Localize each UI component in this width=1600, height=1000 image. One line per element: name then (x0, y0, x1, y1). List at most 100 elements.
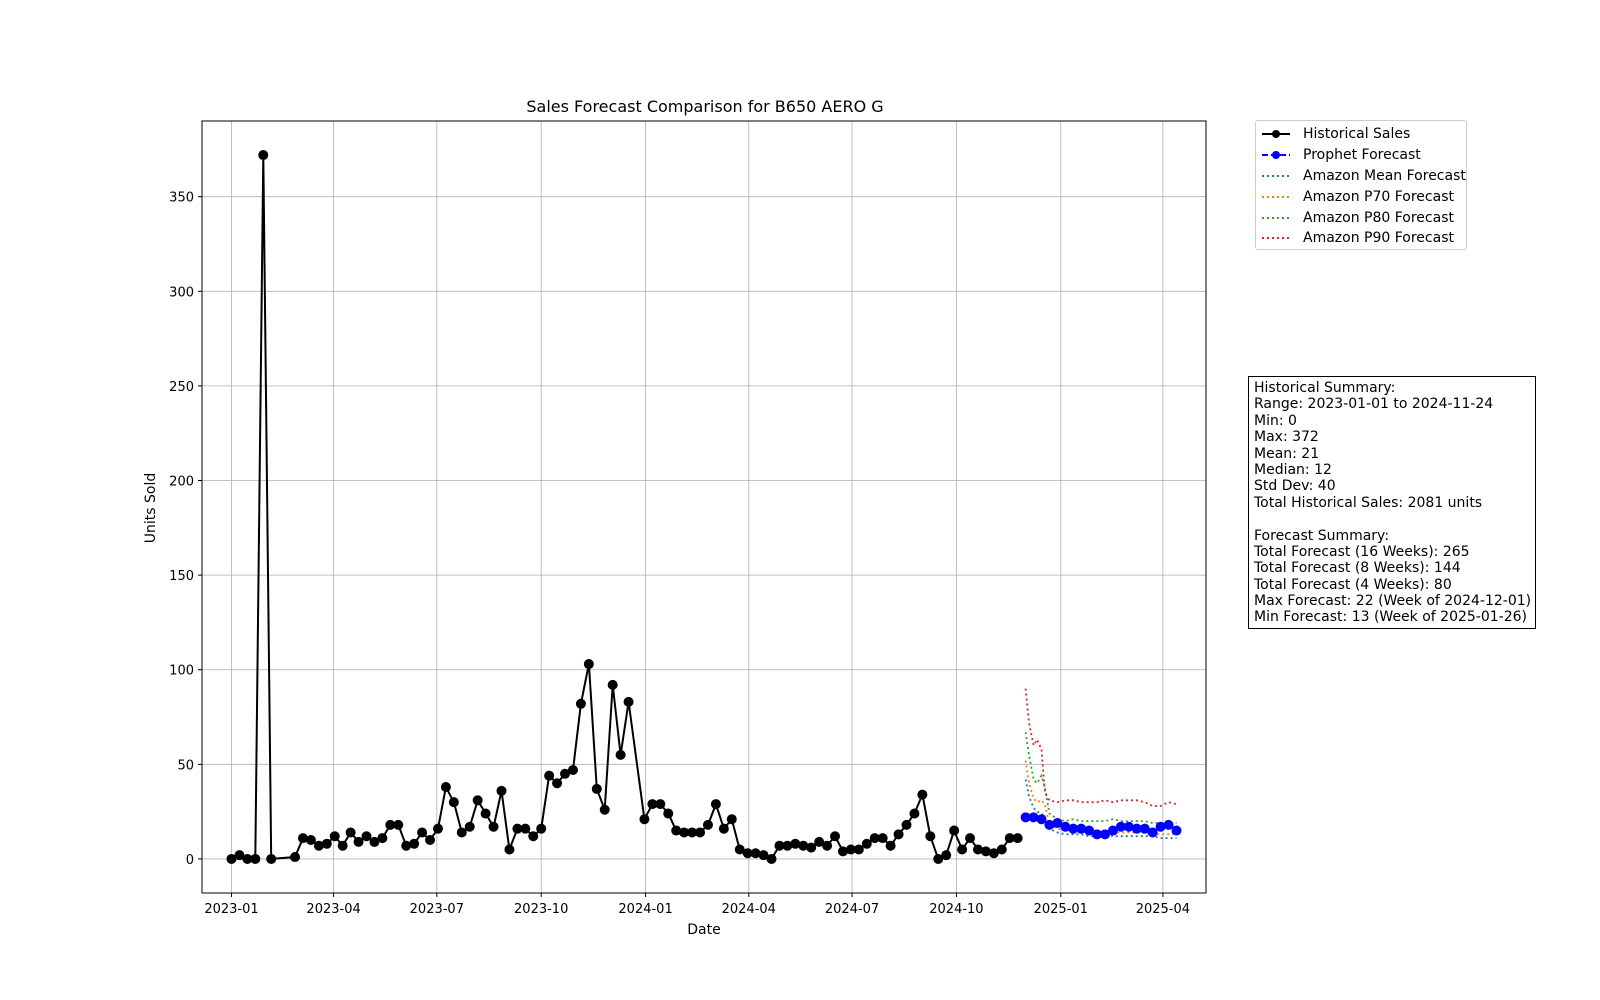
legend-swatch (1262, 130, 1290, 139)
historical-sales-point (432, 823, 443, 834)
historical-sales-point (226, 853, 237, 864)
prophet-forecast-point (1028, 812, 1039, 823)
legend-label: Amazon P90 Forecast (1303, 230, 1454, 247)
prophet-forecast-point (1060, 821, 1071, 832)
historical-sales-point (480, 808, 491, 819)
summary-line: Median: 12 (1254, 461, 1332, 478)
legend-item-amazon-p70: Amazon P70 Forecast (1256, 186, 1466, 207)
amazon-p90-forecast-line (1024, 688, 1177, 807)
prophet-forecast-point (1107, 825, 1118, 836)
historical-sales-point (1004, 833, 1015, 844)
historical-sales-point (456, 827, 467, 838)
historical-sales-point (242, 853, 253, 864)
historical-sales-point (361, 831, 372, 842)
historical-sales-point (861, 838, 872, 849)
grid (202, 121, 1206, 893)
prophet-forecast-point (1092, 829, 1103, 840)
historical-sales-point (853, 844, 864, 855)
historical-sales-point (909, 808, 920, 819)
historical-sales-point (623, 696, 634, 707)
historical-sales-point (933, 853, 944, 864)
historical-sales-point (552, 778, 563, 789)
historical-sales-point (806, 842, 817, 853)
legend-item-amazon-p90: Amazon P90 Forecast (1256, 228, 1466, 249)
historical-sales-point (925, 831, 936, 842)
prophet-forecast-point (1139, 823, 1150, 834)
historical-sales-point (758, 850, 769, 861)
chart-title: Sales Forecast Comparison for B650 AERO … (526, 97, 883, 116)
summary-line: Total Forecast (4 Weeks): 80 (1254, 576, 1452, 593)
historical-sales-point (528, 831, 539, 842)
historical-sales-point (345, 827, 356, 838)
legend: Historical Sales Prophet Forecast Amazon… (1255, 120, 1467, 250)
historical-sales-point (575, 698, 586, 709)
legend-label: Amazon P80 Forecast (1303, 209, 1454, 226)
x-tick-label: 2024-10 (929, 902, 983, 917)
historical-sales-point (496, 785, 507, 796)
historical-sales-point (353, 836, 364, 847)
historical-sales-point (798, 840, 809, 851)
legend-swatch (1262, 237, 1290, 240)
historical-sales-point (639, 814, 650, 825)
historical-sales-point (488, 821, 499, 832)
summary-line: Total Historical Sales: 2081 units (1254, 494, 1483, 511)
historical-sales-point (615, 749, 626, 760)
historical-sales-point (472, 795, 483, 806)
historical-sales-point (782, 840, 793, 851)
historical-sales-point (290, 852, 301, 863)
y-tick-label: 250 (169, 380, 194, 395)
legend-swatch (1262, 151, 1290, 160)
historical-sales-point (663, 808, 674, 819)
historical-sales-point (321, 838, 332, 849)
y-tick-label: 200 (169, 475, 194, 490)
historical-sales-point (1012, 833, 1023, 844)
prophet-forecast-point (1171, 825, 1182, 836)
summary-line: Min Forecast: 13 (Week of 2025-01-26) (1254, 609, 1527, 626)
historical-sales-point (250, 853, 261, 864)
historical-sales-point (742, 848, 753, 859)
amazon-mean-forecast-line (1024, 779, 1177, 839)
y-tick-label: 100 (169, 664, 194, 679)
prophet-forecast-point (1076, 823, 1087, 834)
historical-sales-point (822, 840, 833, 851)
historical-sales-point (766, 853, 777, 864)
x-tick-label: 2023-04 (306, 902, 360, 917)
prophet-forecast-point (1123, 821, 1134, 832)
historical-sales-point (949, 825, 960, 836)
historical-sales-point (369, 836, 380, 847)
x-tick-label: 2023-07 (410, 902, 464, 917)
historical-sales-point (337, 840, 348, 851)
summary-box: Historical Summary: Range: 2023-01-01 to… (1248, 376, 1536, 629)
summary-line: Historical Summary: (1254, 380, 1396, 396)
historical-sales-point (695, 827, 706, 838)
historical-sales-point (972, 844, 983, 855)
amazon-p80-forecast-line (1024, 732, 1177, 824)
x-tick-label: 2025-01 (1034, 902, 1088, 917)
axes-frame (201, 120, 1207, 894)
historical-sales-point (671, 825, 682, 836)
historical-sales-point (464, 821, 475, 832)
historical-sales-point (877, 833, 888, 844)
historical-sales-point (702, 819, 713, 830)
historical-sales-point (329, 831, 340, 842)
y-axis-label: Units Sold (143, 473, 159, 543)
historical-sales-point (830, 831, 841, 842)
summary-line: Range: 2023-01-01 to 2024-11-24 (1254, 396, 1494, 413)
summary-line (1254, 511, 1530, 527)
historical-sales-point (409, 838, 420, 849)
historical-sales-point (440, 782, 451, 793)
historical-sales-point (996, 844, 1007, 855)
prophet-forecast-point (1044, 819, 1055, 830)
historical-sales-point (869, 833, 880, 844)
historical-sales-point (917, 789, 928, 800)
historical-sales-point (385, 819, 396, 830)
historical-sales-point (750, 848, 761, 859)
x-tick-label: 2025-04 (1136, 902, 1190, 917)
historical-sales-point (710, 799, 721, 810)
historical-sales-point (401, 840, 412, 851)
historical-sales-point (305, 835, 316, 846)
historical-sales-point (901, 819, 912, 830)
axes-ticks: 0 50 100 150 200 250 300 350 2023-01 2023-04 2023-… (169, 191, 1190, 917)
legend-item-amazon-mean: Amazon Mean Forecast (1256, 166, 1466, 187)
